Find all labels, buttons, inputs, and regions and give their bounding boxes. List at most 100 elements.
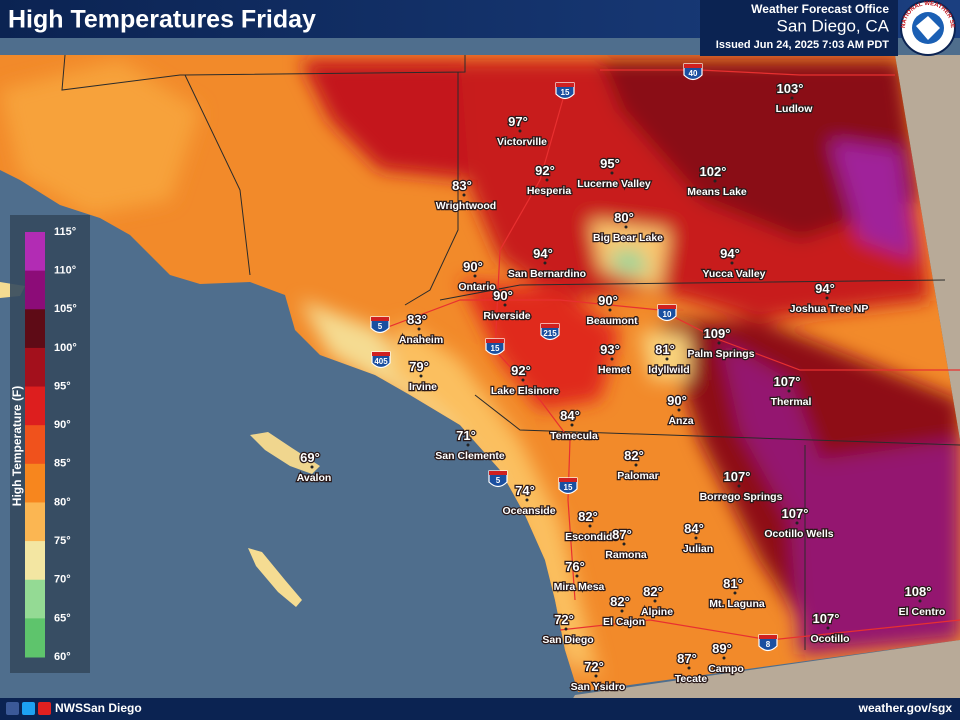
location: San Diego, CA bbox=[777, 16, 890, 35]
city: 87° Tecate bbox=[674, 650, 709, 687]
city: 87° Ramona bbox=[604, 526, 648, 563]
city-temp: 107° bbox=[813, 611, 840, 626]
city: 103° Ludlow bbox=[774, 80, 814, 117]
city-name: Thermal bbox=[771, 396, 812, 408]
issued: Issued Jun 24, 2025 7:03 AM PDT bbox=[716, 39, 889, 51]
city: 79° Irvine bbox=[408, 358, 439, 395]
legend-swatch bbox=[25, 502, 45, 542]
city-dot bbox=[620, 609, 624, 613]
city-temp: 72° bbox=[584, 659, 604, 674]
city-name: Palm Springs bbox=[687, 348, 754, 360]
city-temp: 90° bbox=[667, 393, 687, 408]
city-name: Yucca Valley bbox=[702, 268, 765, 280]
city: 97° Victorville bbox=[496, 113, 549, 150]
legend: High Temperature (F) 115° 110° 105° 100° 95°… bbox=[10, 215, 90, 673]
city-dot bbox=[795, 521, 799, 525]
shield-top bbox=[489, 471, 507, 475]
title: High Temperatures Friday bbox=[8, 6, 316, 34]
city-name: Hemet bbox=[598, 364, 631, 376]
city-dot bbox=[713, 179, 717, 183]
city-dot bbox=[417, 327, 421, 331]
city-name: Hesperia bbox=[527, 185, 572, 197]
shield-top bbox=[371, 317, 389, 321]
city-name: Means Lake bbox=[687, 186, 747, 198]
legend-label: 95° bbox=[54, 380, 71, 392]
city-name: Ontario bbox=[458, 281, 495, 293]
county-lines bbox=[61, 54, 960, 650]
city-dot bbox=[733, 591, 737, 595]
city-dot bbox=[918, 599, 922, 603]
city-dot bbox=[790, 96, 794, 100]
city-dot bbox=[518, 129, 522, 133]
legend-label: 75° bbox=[54, 535, 71, 547]
highway-shield: 405 bbox=[371, 351, 391, 369]
city-temp: 109° bbox=[704, 326, 731, 341]
city: 80° Big Bear Lake bbox=[592, 209, 665, 246]
social-handle: NWSSan Diego bbox=[55, 701, 142, 715]
city-temp: 90° bbox=[463, 259, 483, 274]
city-name: Mira Mesa bbox=[554, 581, 605, 593]
highway-shield: 15 bbox=[558, 477, 578, 495]
city-dot bbox=[310, 465, 314, 469]
city-name: Escondido bbox=[565, 531, 619, 543]
highway-shield: 215 bbox=[540, 323, 560, 341]
city-dot bbox=[826, 626, 830, 630]
city-temp: 94° bbox=[815, 281, 835, 296]
legend-swatch bbox=[25, 270, 45, 310]
city-temp: 72° bbox=[554, 612, 574, 627]
city: 95° Lucerne Valley bbox=[576, 155, 652, 192]
city-temp: 102° bbox=[700, 164, 727, 179]
city-dot bbox=[694, 536, 698, 540]
city: 92° Lake Elsinore bbox=[490, 362, 561, 399]
city: 82° Escondido bbox=[564, 508, 620, 545]
city: 107° Ocotillo bbox=[809, 610, 851, 647]
shield-top bbox=[559, 478, 577, 482]
city-temp: 84° bbox=[560, 408, 580, 423]
city-temp: 103° bbox=[777, 81, 804, 96]
city-dot bbox=[622, 542, 626, 546]
legend-swatch bbox=[25, 579, 45, 619]
legend-swatch bbox=[25, 347, 45, 388]
city-temp: 83° bbox=[407, 312, 427, 327]
legend-label: 115° bbox=[54, 226, 76, 238]
city-name: Ocotillo Wells bbox=[764, 528, 833, 540]
city-name: Joshua Tree NP bbox=[790, 303, 869, 315]
city-dot bbox=[570, 423, 574, 427]
city-name: Wrightwood bbox=[436, 200, 496, 212]
land bbox=[0, 55, 960, 692]
city: 94° San Bernardino bbox=[507, 245, 588, 282]
city: 74° Oceanside bbox=[501, 482, 557, 519]
highway-number: 40 bbox=[689, 69, 698, 78]
city-dot bbox=[610, 171, 614, 175]
city-temp: 76° bbox=[565, 559, 585, 574]
legend-swatch bbox=[25, 386, 45, 426]
highway-number: 8 bbox=[766, 640, 771, 649]
shield-top bbox=[684, 64, 702, 68]
city-dot bbox=[525, 498, 529, 502]
city-name: Campo bbox=[708, 663, 744, 675]
header-box bbox=[700, 0, 898, 56]
highway-number: 10 bbox=[663, 310, 672, 319]
city: 76° Mira Mesa bbox=[552, 558, 605, 595]
city-temp: 89° bbox=[712, 641, 732, 656]
city-temp: 69° bbox=[300, 450, 320, 465]
city-name: Lake Elsinore bbox=[491, 385, 559, 397]
city: 90° Ontario bbox=[457, 258, 497, 295]
city-dot bbox=[677, 408, 681, 412]
city-temp: 79° bbox=[409, 359, 429, 374]
highway-shield: 8 bbox=[758, 634, 778, 652]
city-dot bbox=[787, 389, 791, 393]
highway-shield: 40 bbox=[683, 63, 703, 81]
legend-label: 70° bbox=[54, 574, 71, 586]
city-name: El Cajon bbox=[603, 616, 645, 628]
city-name: Ocotillo bbox=[810, 633, 849, 645]
city-dot bbox=[722, 656, 726, 660]
city-dot bbox=[594, 674, 598, 678]
city-name: Julian bbox=[683, 543, 713, 555]
city: 83° Anaheim bbox=[398, 311, 445, 348]
legend-label: 90° bbox=[54, 419, 71, 431]
city: 84° Julian bbox=[682, 520, 715, 557]
city: 93° Hemet bbox=[597, 341, 632, 378]
city-name: Ludlow bbox=[776, 103, 814, 115]
